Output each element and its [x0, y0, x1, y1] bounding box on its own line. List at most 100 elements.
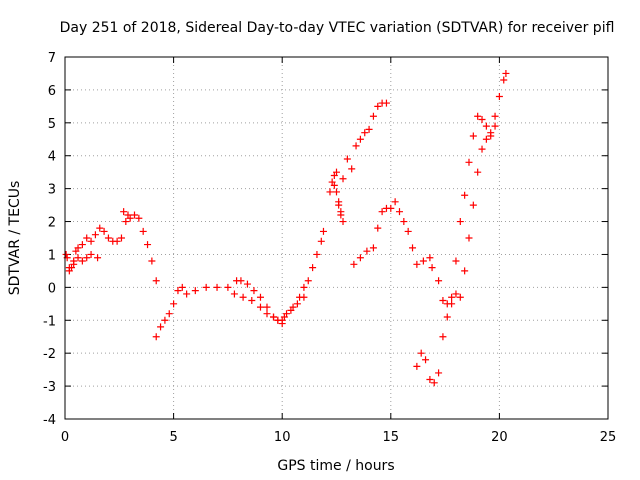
y-tick-label: -2	[43, 347, 56, 362]
series	[278, 227, 327, 324]
data-point	[356, 135, 364, 143]
data-point	[474, 112, 482, 120]
data-point	[191, 287, 199, 295]
series	[62, 208, 160, 285]
data-point	[478, 116, 486, 124]
data-point	[270, 313, 278, 321]
data-point	[213, 283, 221, 291]
x-tick-label: 10	[274, 430, 291, 445]
data-point	[430, 379, 438, 387]
data-point	[365, 125, 373, 133]
data-point	[435, 277, 443, 285]
data-point	[356, 254, 364, 262]
data-point	[422, 356, 430, 364]
data-point	[482, 135, 490, 143]
data-point	[361, 129, 369, 137]
data-point	[428, 264, 436, 272]
data-point	[248, 297, 256, 305]
series	[233, 277, 308, 324]
data-points	[62, 69, 510, 387]
data-point	[443, 313, 451, 321]
data-point	[426, 254, 434, 262]
data-point	[74, 254, 82, 262]
data-point	[126, 214, 134, 222]
data-point	[224, 283, 232, 291]
data-point	[435, 369, 443, 377]
data-point	[413, 260, 421, 268]
data-point	[419, 257, 427, 265]
data-point	[230, 290, 238, 298]
data-point	[343, 155, 351, 163]
data-point	[352, 142, 360, 150]
series	[65, 250, 102, 275]
data-point	[439, 333, 447, 341]
data-point	[293, 300, 301, 308]
data-point	[157, 323, 165, 331]
data-point	[487, 129, 495, 137]
data-point	[174, 287, 182, 295]
data-point	[256, 293, 264, 301]
data-point	[382, 99, 390, 107]
data-point	[243, 280, 251, 288]
y-axis-label: SDTVAR / TECUs	[7, 181, 23, 296]
data-point	[131, 211, 139, 219]
data-point	[369, 112, 377, 120]
data-point	[62, 250, 70, 258]
series	[152, 283, 286, 341]
data-point	[96, 224, 104, 232]
data-point	[465, 158, 473, 166]
data-point	[152, 277, 160, 285]
data-point	[465, 234, 473, 242]
data-point	[165, 310, 173, 318]
data-point	[83, 234, 91, 242]
data-point	[339, 175, 347, 183]
data-point	[350, 260, 358, 268]
data-point	[391, 198, 399, 206]
series	[330, 181, 347, 226]
series	[435, 112, 499, 321]
data-point	[330, 181, 338, 189]
data-point	[65, 267, 73, 275]
data-point	[469, 201, 477, 209]
data-point	[448, 300, 456, 308]
data-point	[439, 297, 447, 305]
data-point	[239, 293, 247, 301]
data-point	[278, 316, 286, 324]
data-point	[426, 376, 434, 384]
x-tick-label: 20	[491, 430, 508, 445]
grid	[65, 57, 608, 419]
data-point	[395, 208, 403, 216]
data-point	[139, 227, 147, 235]
y-tick-label: 6	[48, 84, 56, 99]
y-tick-label: 7	[48, 51, 56, 66]
data-point	[452, 257, 460, 265]
data-point	[309, 264, 317, 272]
data-point	[461, 267, 469, 275]
x-tick-label: 0	[61, 430, 69, 445]
data-point	[502, 69, 510, 77]
data-point	[500, 76, 508, 84]
data-point	[300, 283, 308, 291]
data-point	[317, 237, 325, 245]
x-tick-label: 15	[383, 430, 400, 445]
data-point	[87, 250, 95, 258]
data-point	[296, 293, 304, 301]
y-tick-label: -1	[43, 314, 56, 329]
data-point	[378, 208, 386, 216]
x-axis-label: GPS time / hours	[277, 458, 394, 474]
data-point	[374, 224, 382, 232]
data-point	[387, 204, 395, 212]
data-point	[474, 168, 482, 176]
data-point	[78, 257, 86, 265]
data-point	[478, 145, 486, 153]
data-point	[122, 218, 130, 226]
data-point	[70, 260, 78, 268]
data-point	[237, 277, 245, 285]
x-tick-label: 25	[600, 430, 617, 445]
data-point	[91, 231, 99, 239]
data-point	[469, 132, 477, 140]
data-point	[304, 277, 312, 285]
data-point	[452, 290, 460, 298]
data-point	[263, 303, 271, 311]
